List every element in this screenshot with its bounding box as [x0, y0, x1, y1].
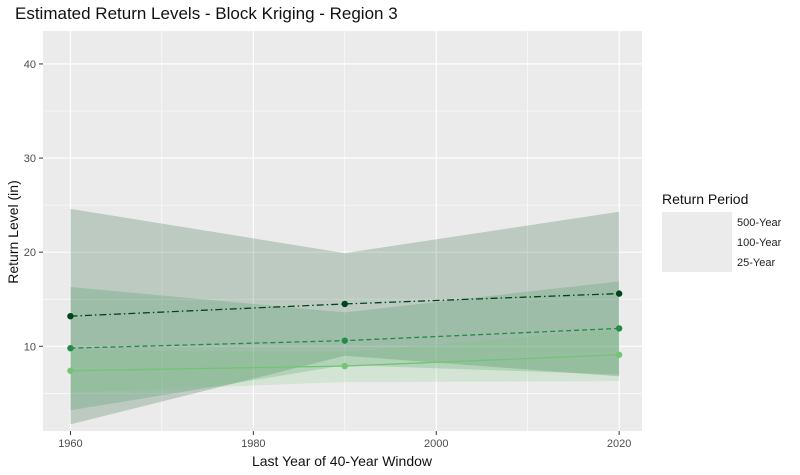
- x-tick-label: 2020: [607, 438, 631, 450]
- y-axis-label: Return Level (in): [5, 180, 21, 284]
- data-point-25-year: [341, 362, 348, 370]
- x-tick-label: 2000: [424, 438, 448, 450]
- legend-title: Return Period: [662, 191, 749, 207]
- data-point-25-year: [67, 367, 74, 374]
- legend-label-500-year: 500-Year: [737, 217, 782, 229]
- confidence-bands: [70, 208, 620, 425]
- series-points: [67, 290, 623, 374]
- x-tick-label: 1980: [241, 438, 265, 450]
- confidence-band-100-year: [70, 281, 620, 411]
- y-axis: 10 20 30 40: [24, 59, 43, 353]
- y-tick-label: 10: [24, 341, 36, 353]
- legend-label-100-year: 100-Year: [737, 237, 782, 249]
- chart-title: Estimated Return Levels - Block Kriging …: [15, 4, 398, 23]
- legend-label-25-year: 25-Year: [737, 257, 776, 269]
- y-tick-label: 30: [24, 153, 36, 165]
- data-point-100-year: [341, 337, 348, 344]
- series-line-500-year: [70, 292, 620, 317]
- y-tick-label: 40: [24, 59, 36, 71]
- legend-key-background: [662, 212, 732, 272]
- grid-minor: [43, 31, 642, 431]
- x-axis: 1960 1980 2000 2020: [58, 431, 631, 450]
- y-tick-label: 20: [24, 247, 36, 259]
- data-point-500-year: [615, 290, 623, 297]
- data-point-500-year: [67, 312, 74, 320]
- data-point-100-year: [67, 344, 74, 352]
- confidence-band-25-year: [70, 329, 620, 393]
- data-point-500-year: [341, 300, 348, 308]
- data-point-25-year: [615, 351, 623, 358]
- confidence-band-500-year: [70, 208, 620, 425]
- data-point-100-year: [615, 325, 623, 332]
- x-tick-label: 1960: [58, 438, 82, 450]
- x-axis-label: Last Year of 40-Year Window: [252, 453, 433, 469]
- grid-major: [43, 31, 642, 431]
